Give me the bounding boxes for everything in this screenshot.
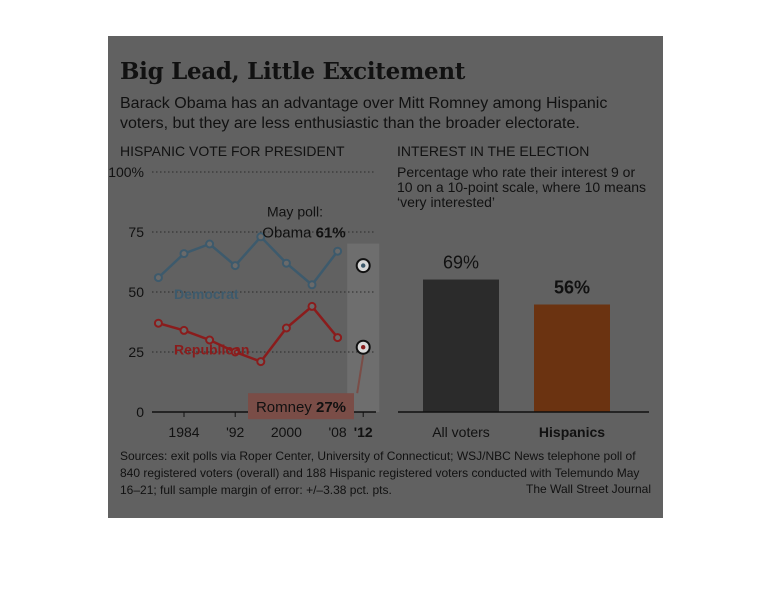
y-tick-label: 0 <box>136 404 144 420</box>
y-tick-label: 25 <box>128 344 144 360</box>
hispanic-vote-line-chart: 0 25 50 75 100% 1984 '92 2000 '08 '12 Democrat Repu… <box>108 164 380 440</box>
data-point <box>281 323 291 333</box>
obama-name: Obama <box>262 225 315 242</box>
data-point <box>205 335 215 345</box>
bar-category-label: All voters <box>432 424 490 440</box>
graphic-panel: Big Lead, Little Excitement Barack Obama… <box>108 36 663 518</box>
series-label-republican: Republican <box>174 341 249 357</box>
bar-all-voters <box>423 279 499 412</box>
data-point <box>256 232 266 242</box>
x-tick-label: 2000 <box>271 424 302 440</box>
romney-name: Romney <box>256 399 316 416</box>
data-point <box>205 239 215 249</box>
data-point <box>281 258 291 268</box>
x-tick-label: '08 <box>328 424 346 440</box>
data-point <box>230 347 240 357</box>
data-point <box>179 325 189 335</box>
bar-chart-description: Percentage who rate their interest 9 or … <box>397 164 647 210</box>
bar-value-label: 56% <box>554 278 590 298</box>
data-point <box>307 280 317 290</box>
poll-label: May poll: <box>267 204 323 220</box>
interest-bar-chart: 69% All voters 56% Hispanics <box>398 253 649 440</box>
graphic-title: Big Lead, Little Excitement <box>120 58 466 85</box>
data-point <box>179 249 189 259</box>
obama-callout: Obama 61% <box>262 225 345 242</box>
series-line-republican <box>158 304 339 364</box>
data-point <box>230 261 240 271</box>
data-point <box>256 357 266 367</box>
sources-note: Sources: exit polls via Roper Center, Un… <box>120 449 640 497</box>
graphic-subtitle: Barack Obama has an advantage over Mitt … <box>120 95 608 132</box>
bar-category-label: Hispanics <box>539 424 605 440</box>
romney-callout-pointer <box>356 355 365 394</box>
obama-value: 61% <box>316 225 346 242</box>
line-chart-title: HISPANIC VOTE FOR PRESIDENT <box>120 143 345 159</box>
x-tick-label: '12 <box>354 424 373 440</box>
y-tick-label: 100% <box>108 164 144 180</box>
data-point <box>333 246 343 256</box>
credit-line: The Wall Street Journal <box>526 482 651 496</box>
data-point <box>333 333 343 343</box>
romney-callout-box <box>248 393 354 420</box>
bar-hispanics <box>534 304 610 412</box>
x-tick-label: 1984 <box>168 424 199 440</box>
series-label-democrat: Democrat <box>174 286 239 302</box>
romney-value: 27% <box>316 399 346 416</box>
data-point <box>307 301 317 311</box>
romney-callout: Romney 27% <box>256 399 346 416</box>
x-tick-label: '92 <box>226 424 244 440</box>
series-line-democrat <box>157 234 339 287</box>
poll-marker-dot <box>361 345 366 350</box>
poll-marker-dot <box>361 263 366 268</box>
y-tick-label: 75 <box>128 224 144 240</box>
y-tick-label: 50 <box>128 284 144 300</box>
bar-value-label: 69% <box>443 253 479 273</box>
bar-chart-title: INTEREST IN THE ELECTION <box>397 143 590 159</box>
data-point <box>153 318 163 328</box>
data-point <box>153 273 163 283</box>
